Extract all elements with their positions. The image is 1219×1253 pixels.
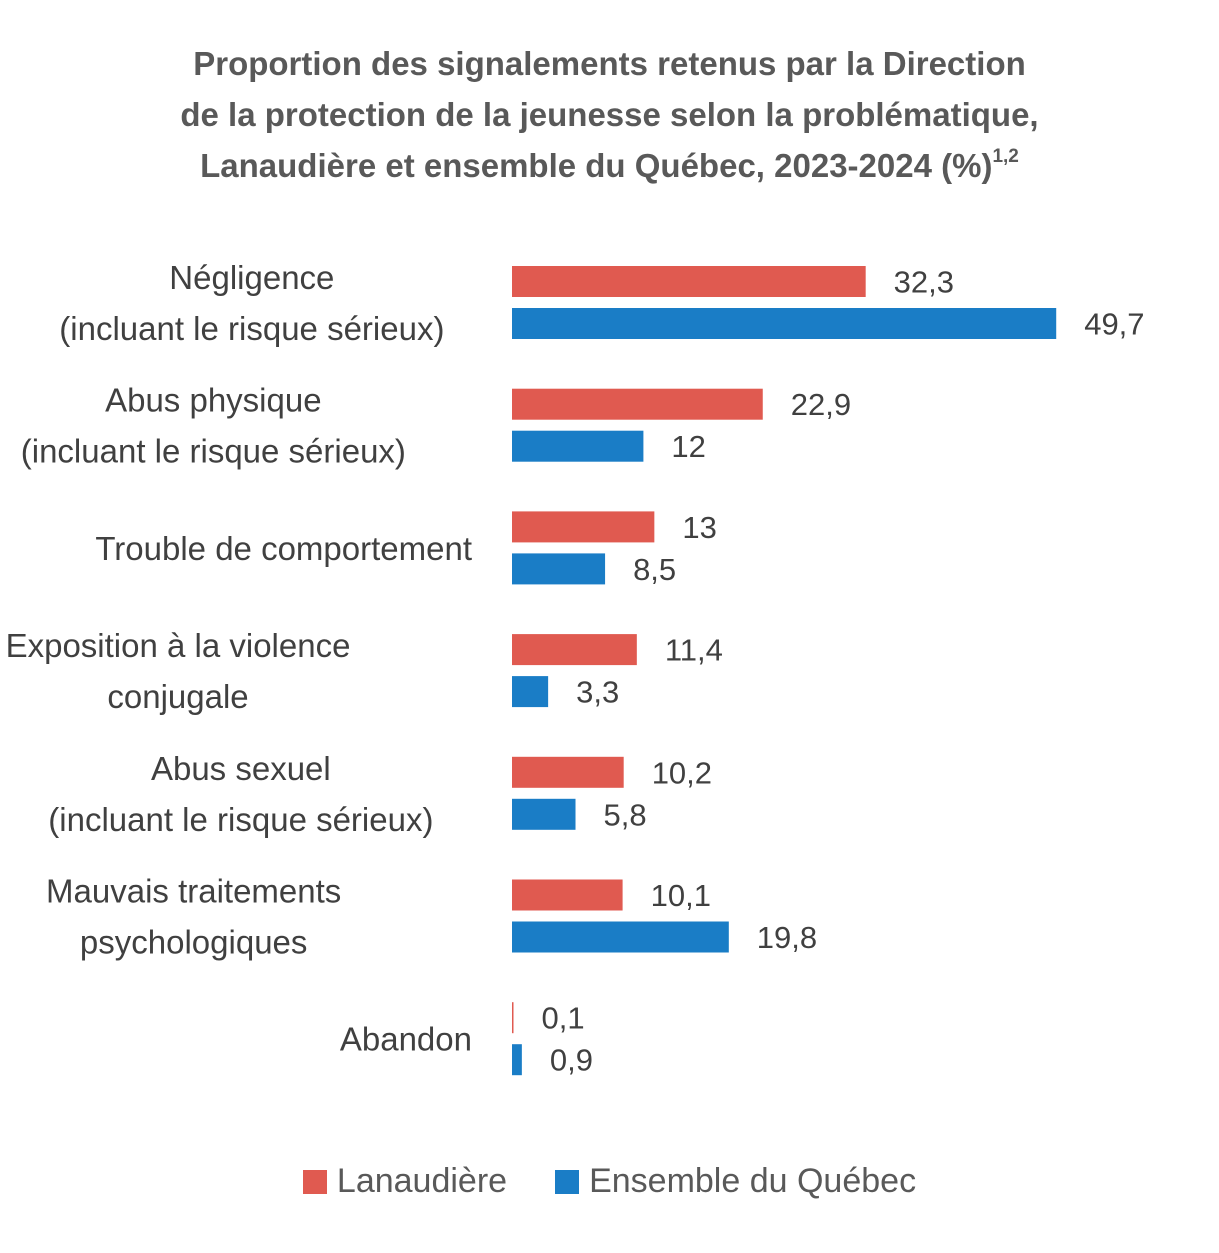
bar-lanaudiere xyxy=(512,879,623,911)
category-label-line: Abus sexuel xyxy=(151,750,331,787)
title-line-3-text: Lanaudière et ensemble du Québec, 2023-2… xyxy=(200,147,993,184)
data-label: 0,9 xyxy=(550,1043,593,1078)
bar-lanaudiere xyxy=(512,634,637,666)
title-footnote-refs: 1,2 xyxy=(992,146,1019,167)
data-label: 5,8 xyxy=(604,797,647,832)
category-label: Négligence (incluant le risque sérieux) xyxy=(59,259,444,347)
bar-quebec xyxy=(512,553,606,585)
bar-chart: Négligence (incluant le risque sérieux) 32… xyxy=(6,259,1145,1078)
category-label-line: Exposition à la violence xyxy=(6,627,351,664)
category-label-line: psychologiques xyxy=(80,924,308,961)
bar-lanaudiere xyxy=(512,511,655,543)
category-label-line: Abandon xyxy=(340,1021,472,1058)
bar-quebec xyxy=(512,1044,522,1076)
data-label: 0,1 xyxy=(542,1001,585,1036)
data-label: 3,3 xyxy=(576,675,619,710)
bar-quebec xyxy=(512,430,644,462)
legend: Lanaudière Ensemble du Québec xyxy=(0,1162,1219,1201)
bar-lanaudiere xyxy=(512,756,624,788)
bar-quebec xyxy=(512,676,549,708)
category-label-line: (incluant le risque sérieux) xyxy=(48,801,433,838)
category-label-line: (incluant le risque sérieux) xyxy=(59,310,444,347)
chart-title: Proportion des signalements retenus par … xyxy=(0,38,1219,191)
bar-lanaudiere xyxy=(512,266,866,297)
data-label: 8,5 xyxy=(633,552,676,587)
category-label: Trouble de comportement xyxy=(95,530,472,567)
title-line-1: Proportion des signalements retenus par … xyxy=(193,45,1026,82)
legend-label-quebec: Ensemble du Québec xyxy=(589,1162,917,1200)
data-label: 10,2 xyxy=(652,755,712,790)
category-label-line: Abus physique xyxy=(105,382,321,419)
legend-swatch-lanaudiere xyxy=(302,1169,327,1194)
bar-quebec xyxy=(512,308,1057,339)
legend-swatch-quebec xyxy=(555,1169,580,1194)
legend-item-lanaudiere: Lanaudière xyxy=(302,1162,508,1201)
data-label: 13 xyxy=(682,510,716,545)
category-label: Exposition à la violence conjugale xyxy=(6,627,351,715)
title-line-2: de la protection de la jeunesse selon la… xyxy=(180,96,1039,133)
data-label: 11,4 xyxy=(665,633,723,668)
category-label-line: Mauvais traitements xyxy=(46,873,341,910)
legend-label-lanaudiere: Lanaudière xyxy=(336,1162,508,1200)
category-label: Abandon xyxy=(340,1021,472,1058)
data-label: 22,9 xyxy=(791,387,851,422)
bar-lanaudiere xyxy=(512,388,763,420)
category-label-line: Négligence xyxy=(169,259,334,296)
data-label: 10,1 xyxy=(651,878,711,913)
category-label-line: Trouble de comportement xyxy=(95,530,472,567)
category-label-line: (incluant le risque sérieux) xyxy=(21,433,406,470)
data-label: 49,7 xyxy=(1084,307,1144,342)
category-label: Abus sexuel (incluant le risque sérieux) xyxy=(48,750,433,838)
bar-quebec xyxy=(512,921,729,953)
legend-item-quebec: Ensemble du Québec xyxy=(555,1162,916,1201)
title-line-3: Lanaudière et ensemble du Québec, 2023-2… xyxy=(0,140,1219,191)
data-label: 12 xyxy=(671,429,705,464)
data-label: 19,8 xyxy=(757,920,817,955)
bar-lanaudiere xyxy=(512,1002,514,1034)
category-label: Mauvais traitements psychologiques xyxy=(46,873,341,961)
bar-quebec xyxy=(512,798,576,830)
category-label: Abus physique (incluant le risque sérieux… xyxy=(21,382,406,470)
category-label-line: conjugale xyxy=(107,678,248,715)
data-label: 32,3 xyxy=(894,265,954,300)
